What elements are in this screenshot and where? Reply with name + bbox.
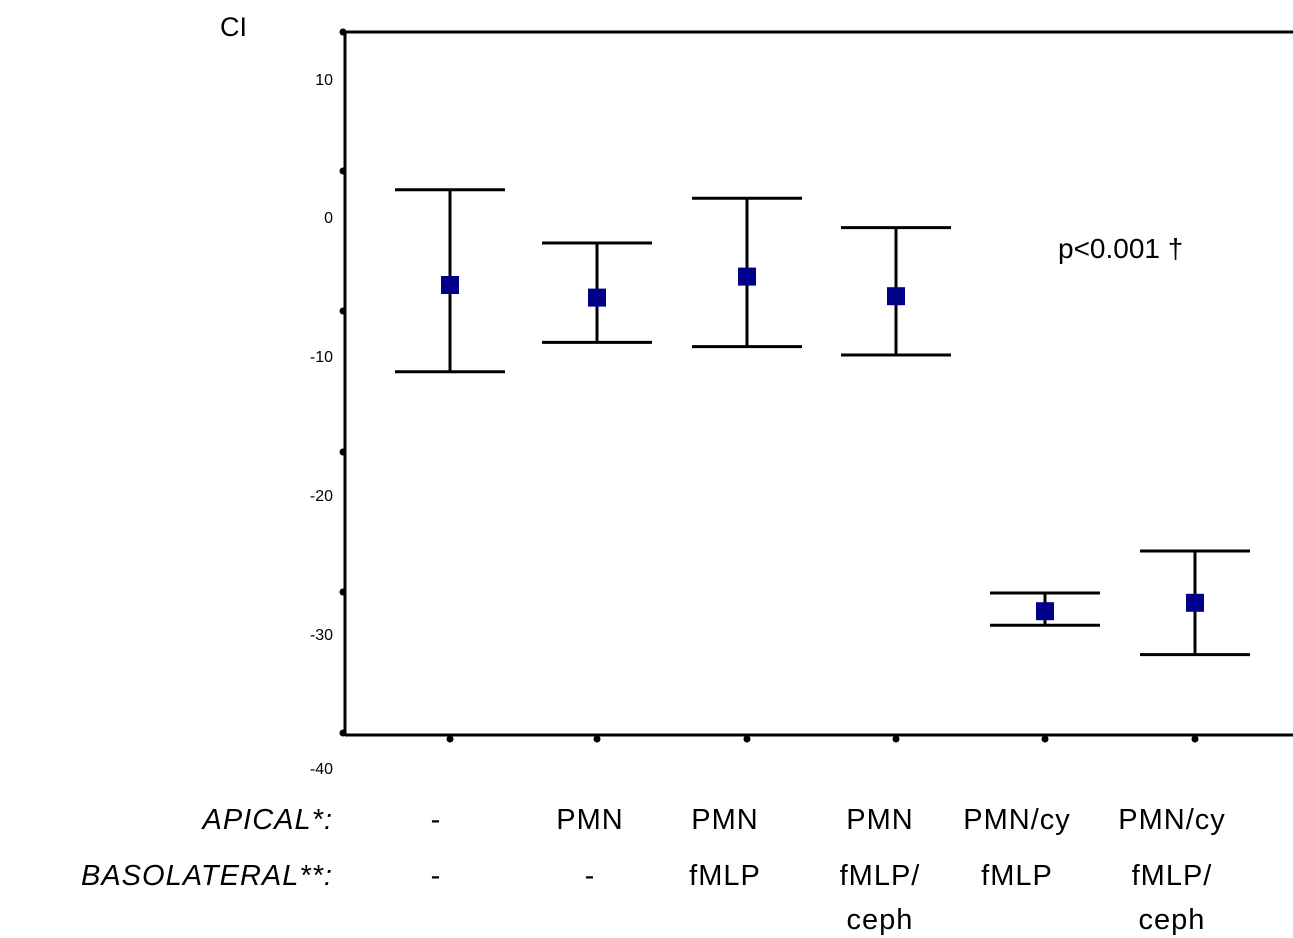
apical-category-label: PMN/cy: [1118, 804, 1226, 836]
y-tick-label: -40: [310, 761, 333, 778]
y-tick-label: -10: [310, 349, 333, 366]
basolateral-row-label: BASOLATERAL**:: [81, 860, 333, 892]
y-tick-mark: [339, 729, 347, 737]
y-tick-mark: [339, 448, 347, 456]
y-tick-mark: [339, 28, 347, 36]
p-value-annotation: p<0.001 †: [1058, 233, 1183, 264]
x-tick-mark: [446, 735, 454, 743]
y-tick-label: 10: [315, 72, 333, 89]
basolateral-category-label: fMLP/: [840, 860, 921, 892]
x-tick-mark: [1041, 735, 1049, 743]
basolateral-category-label: -: [431, 860, 442, 892]
x-tick-mark: [892, 735, 900, 743]
mean-marker: [1186, 593, 1204, 612]
x-tick-mark: [743, 735, 751, 743]
error-bar-group: [841, 226, 951, 357]
y-tick-mark: [339, 307, 347, 315]
y-tick-label: 0: [324, 210, 333, 227]
y-tick-labels: 10 0 -10 -20 -30 -40: [310, 72, 333, 778]
basolateral-category-label: fMLP: [981, 860, 1053, 892]
axes: [339, 28, 1293, 743]
mean-marker: [441, 276, 459, 294]
error-bar-group: [990, 591, 1100, 627]
mean-marker: [738, 267, 756, 286]
basolateral-category-label: fMLP/: [1132, 860, 1213, 892]
basolateral-category-label: ceph: [1139, 904, 1206, 936]
mean-marker: [588, 288, 606, 307]
mean-marker: [887, 287, 905, 306]
basolateral-category-label: ceph: [847, 904, 914, 936]
error-bars: [395, 188, 1250, 657]
error-bar-group: [692, 196, 802, 349]
apical-category-label: -: [431, 804, 442, 836]
apical-category-label: PMN: [846, 804, 913, 836]
y-tick-label: -20: [310, 488, 333, 505]
error-bar-group: [395, 188, 505, 374]
error-bar-group: [1140, 549, 1250, 657]
apical-row-label: APICAL*:: [201, 804, 334, 836]
y-tick-mark: [339, 167, 347, 175]
basolateral-category-label: -: [585, 860, 596, 892]
basolateral-category-label: fMLP: [689, 860, 761, 892]
error-bar-group: [542, 241, 652, 344]
y-tick-mark: [339, 588, 347, 596]
apical-category-label: PMN: [691, 804, 758, 836]
x-category-labels: - - PMN - PMN fMLP PMN fMLP/ceph PMN/cy fMLP PMN/c…: [431, 804, 1226, 936]
apical-category-label: PMN: [556, 804, 623, 836]
x-tick-mark: [1191, 735, 1199, 743]
x-tick-mark: [593, 735, 601, 743]
apical-category-label: PMN/cy: [963, 804, 1071, 836]
y-axis-label: CI: [220, 12, 247, 42]
y-tick-label: -30: [310, 627, 333, 644]
mean-marker: [1036, 602, 1054, 621]
